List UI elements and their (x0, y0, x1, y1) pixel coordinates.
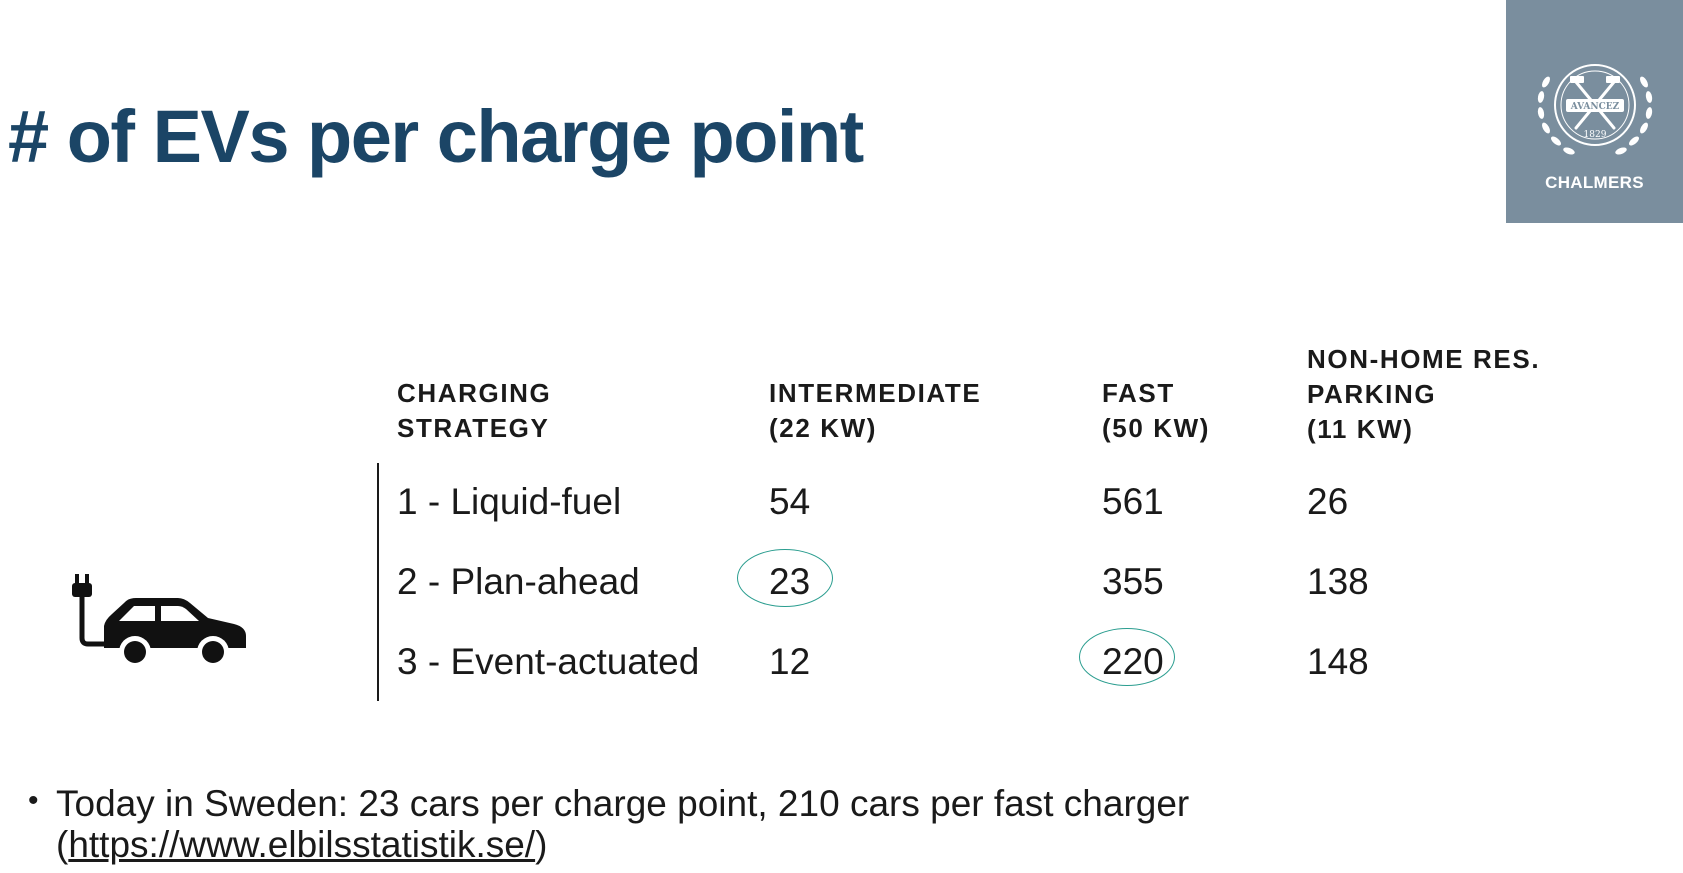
chalmers-seal-icon: AVANCEZ 1829 (1537, 64, 1653, 155)
bullet-dot-icon: • (28, 784, 39, 817)
source-link[interactable]: https://www.elbilsstatistik.se/ (68, 824, 536, 865)
svg-text:1829: 1829 (1584, 130, 1607, 140)
row3-parking: 148 (1307, 641, 1369, 682)
row1-fast: 561 (1102, 481, 1164, 522)
slide-title: # of EVs per charge point (8, 95, 864, 178)
table-divider (377, 463, 379, 701)
header-charging-strategy: CHARGING STRATEGY (397, 378, 552, 443)
svg-text:AVANCEZ: AVANCEZ (1570, 102, 1620, 112)
row2-strategy: 2 - Plan-ahead (397, 561, 640, 602)
note-line: Today in Sweden: 23 cars per charge poin… (56, 783, 1190, 824)
row2-parking: 138 (1307, 561, 1369, 602)
row1-intermediate: 54 (769, 481, 811, 522)
highlight-ring-intermediate (737, 549, 833, 607)
row3-intermediate: 12 (769, 641, 811, 682)
row1-strategy: 1 - Liquid-fuel (397, 481, 622, 522)
chalmers-logo: AVANCEZ 1829 CHALMERS (1506, 0, 1683, 223)
header-intermediate: INTERMEDIATE (22 KW) (769, 378, 982, 443)
note-source: (https://www.elbilsstatistik.se/) (56, 824, 548, 865)
electric-car-plug-icon (72, 574, 246, 668)
row3-strategy: 3 - Event-actuated (397, 641, 700, 682)
header-fast: FAST (50 KW) (1102, 378, 1210, 443)
header-non-home-parking: NON-HOME RES. PARKING (11 KW) (1307, 344, 1541, 444)
row2-fast: 355 (1102, 561, 1164, 602)
logo-text: CHALMERS (1545, 173, 1644, 192)
highlight-ring-fast (1079, 628, 1175, 686)
row1-parking: 26 (1307, 481, 1349, 522)
